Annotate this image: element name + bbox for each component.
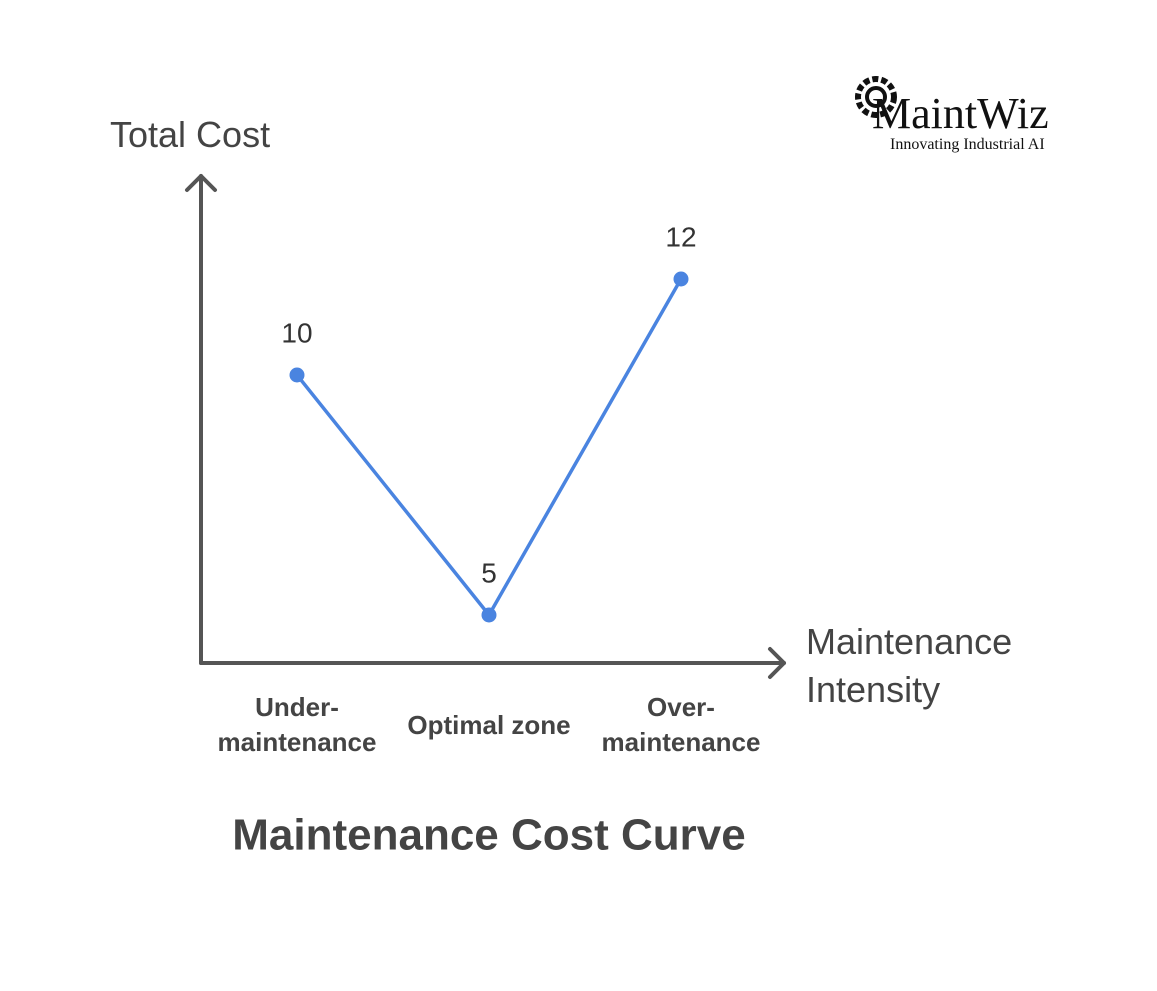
point (481, 607, 497, 623)
logo-tagline: Innovating Industrial AI (890, 136, 1045, 153)
logo-name: MaintWiz (872, 89, 1049, 138)
x-axis-arrow (768, 647, 786, 679)
axes (185, 174, 786, 679)
x-axis-label: Maintenance Intensity (806, 621, 1013, 710)
data-label: 10 (281, 317, 312, 348)
x-tick-label: Optimal zone (407, 709, 571, 740)
x-tick-label: Under- maintenance (217, 692, 377, 757)
data-label: 12 (665, 221, 696, 252)
logo-icon (855, 76, 897, 118)
point (673, 271, 689, 287)
y-axis-arrow (185, 174, 217, 192)
data-label: 5 (481, 557, 497, 588)
chart-title: Maintenance Cost Curve (232, 811, 745, 860)
y-axis-label: Total Cost (110, 114, 271, 155)
point (289, 367, 305, 383)
x-tick-label: Over- maintenance (601, 692, 761, 757)
